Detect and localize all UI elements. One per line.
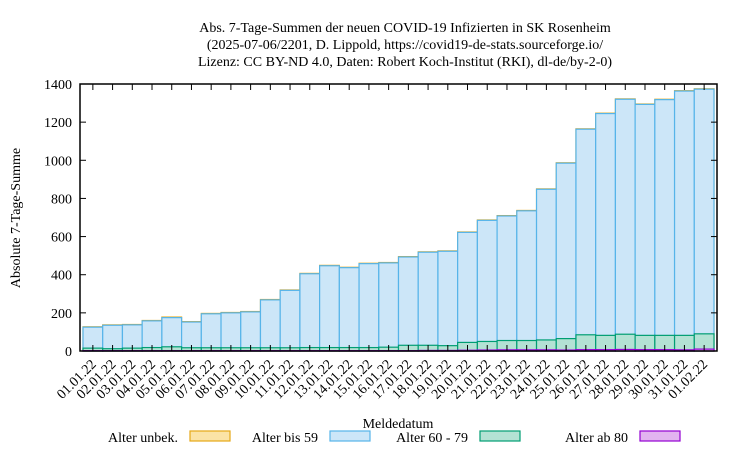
legend-swatch: [329, 430, 371, 442]
bar-alter-bis-59-31.01.22: [673, 90, 695, 352]
bar-alter-bis-59-19.01.22: [437, 250, 459, 352]
legend-label: Alter 60 - 79: [396, 431, 468, 446]
y-tick-label: 1000: [44, 154, 72, 169]
legend-label: Alter ab 80: [565, 431, 628, 446]
bar-alter-bis-59-10.01.22: [259, 299, 281, 352]
legend-swatch: [189, 430, 231, 442]
y-tick-label: 200: [51, 307, 72, 322]
bar-alter-bis-59-14.01.22: [338, 267, 360, 352]
bar-alter-bis-59-26.01.22: [575, 128, 597, 352]
bar-alter-bis-59-01.02.22: [693, 88, 715, 352]
chart-title-line-2: (2025-07-06/2201, D. Lippold, https://co…: [207, 38, 603, 53]
bar-alter-bis-59-25.01.22: [555, 162, 577, 352]
y-tick-label: 1400: [44, 78, 72, 93]
bar-alter-bis-59-13.01.22: [319, 265, 340, 352]
bar-alter-bis-59-18.01.22: [417, 251, 439, 352]
bar-alter-bis-59-16.01.22: [378, 262, 400, 352]
bar-alter-bis-59-22.01.22: [496, 215, 518, 352]
bar-alter-bis-59-15.01.22: [358, 263, 380, 352]
bar-alter-bis-59-27.01.22: [595, 112, 617, 352]
legend-swatch: [639, 430, 681, 442]
legend-label: Alter bis 59: [252, 431, 318, 446]
y-tick-label: 600: [51, 231, 72, 246]
y-tick-label: 1200: [44, 116, 72, 131]
y-tick-label: 400: [51, 269, 72, 284]
y-tick-label: 800: [51, 192, 72, 207]
bar-alter-bis-59-21.01.22: [476, 219, 498, 352]
bar-alter-bis-59-23.01.22: [516, 210, 538, 352]
bar-alter-bis-59-24.01.22: [535, 188, 557, 352]
legend-swatch: [479, 430, 521, 442]
bar-alter-bis-59-12.01.22: [299, 273, 321, 352]
bar-alter-bis-59-17.01.22: [397, 256, 419, 352]
bar-alter-bis-59-29.01.22: [634, 103, 656, 352]
chart-title-line-1: Abs. 7-Tage-Summen der neuen COVID-19 In…: [199, 21, 611, 36]
bar-alter-bis-59-30.01.22: [654, 99, 676, 352]
chart-title-line-3: Lizenz: CC BY-ND 4.0, Daten: Robert Koch…: [198, 55, 612, 70]
bar-alter-bis-59-20.01.22: [457, 231, 478, 352]
y-axis-label: Absolute 7-Tage-Summe: [9, 148, 24, 288]
plot-frame: [79, 83, 718, 352]
legend-label: Alter unbek.: [108, 431, 178, 446]
y-tick-label: 0: [65, 345, 72, 360]
bar-alter-bis-59-11.01.22: [279, 289, 301, 352]
x-axis-label: Meldedatum: [363, 417, 434, 432]
bar-alter-bis-59-28.01.22: [614, 98, 636, 352]
